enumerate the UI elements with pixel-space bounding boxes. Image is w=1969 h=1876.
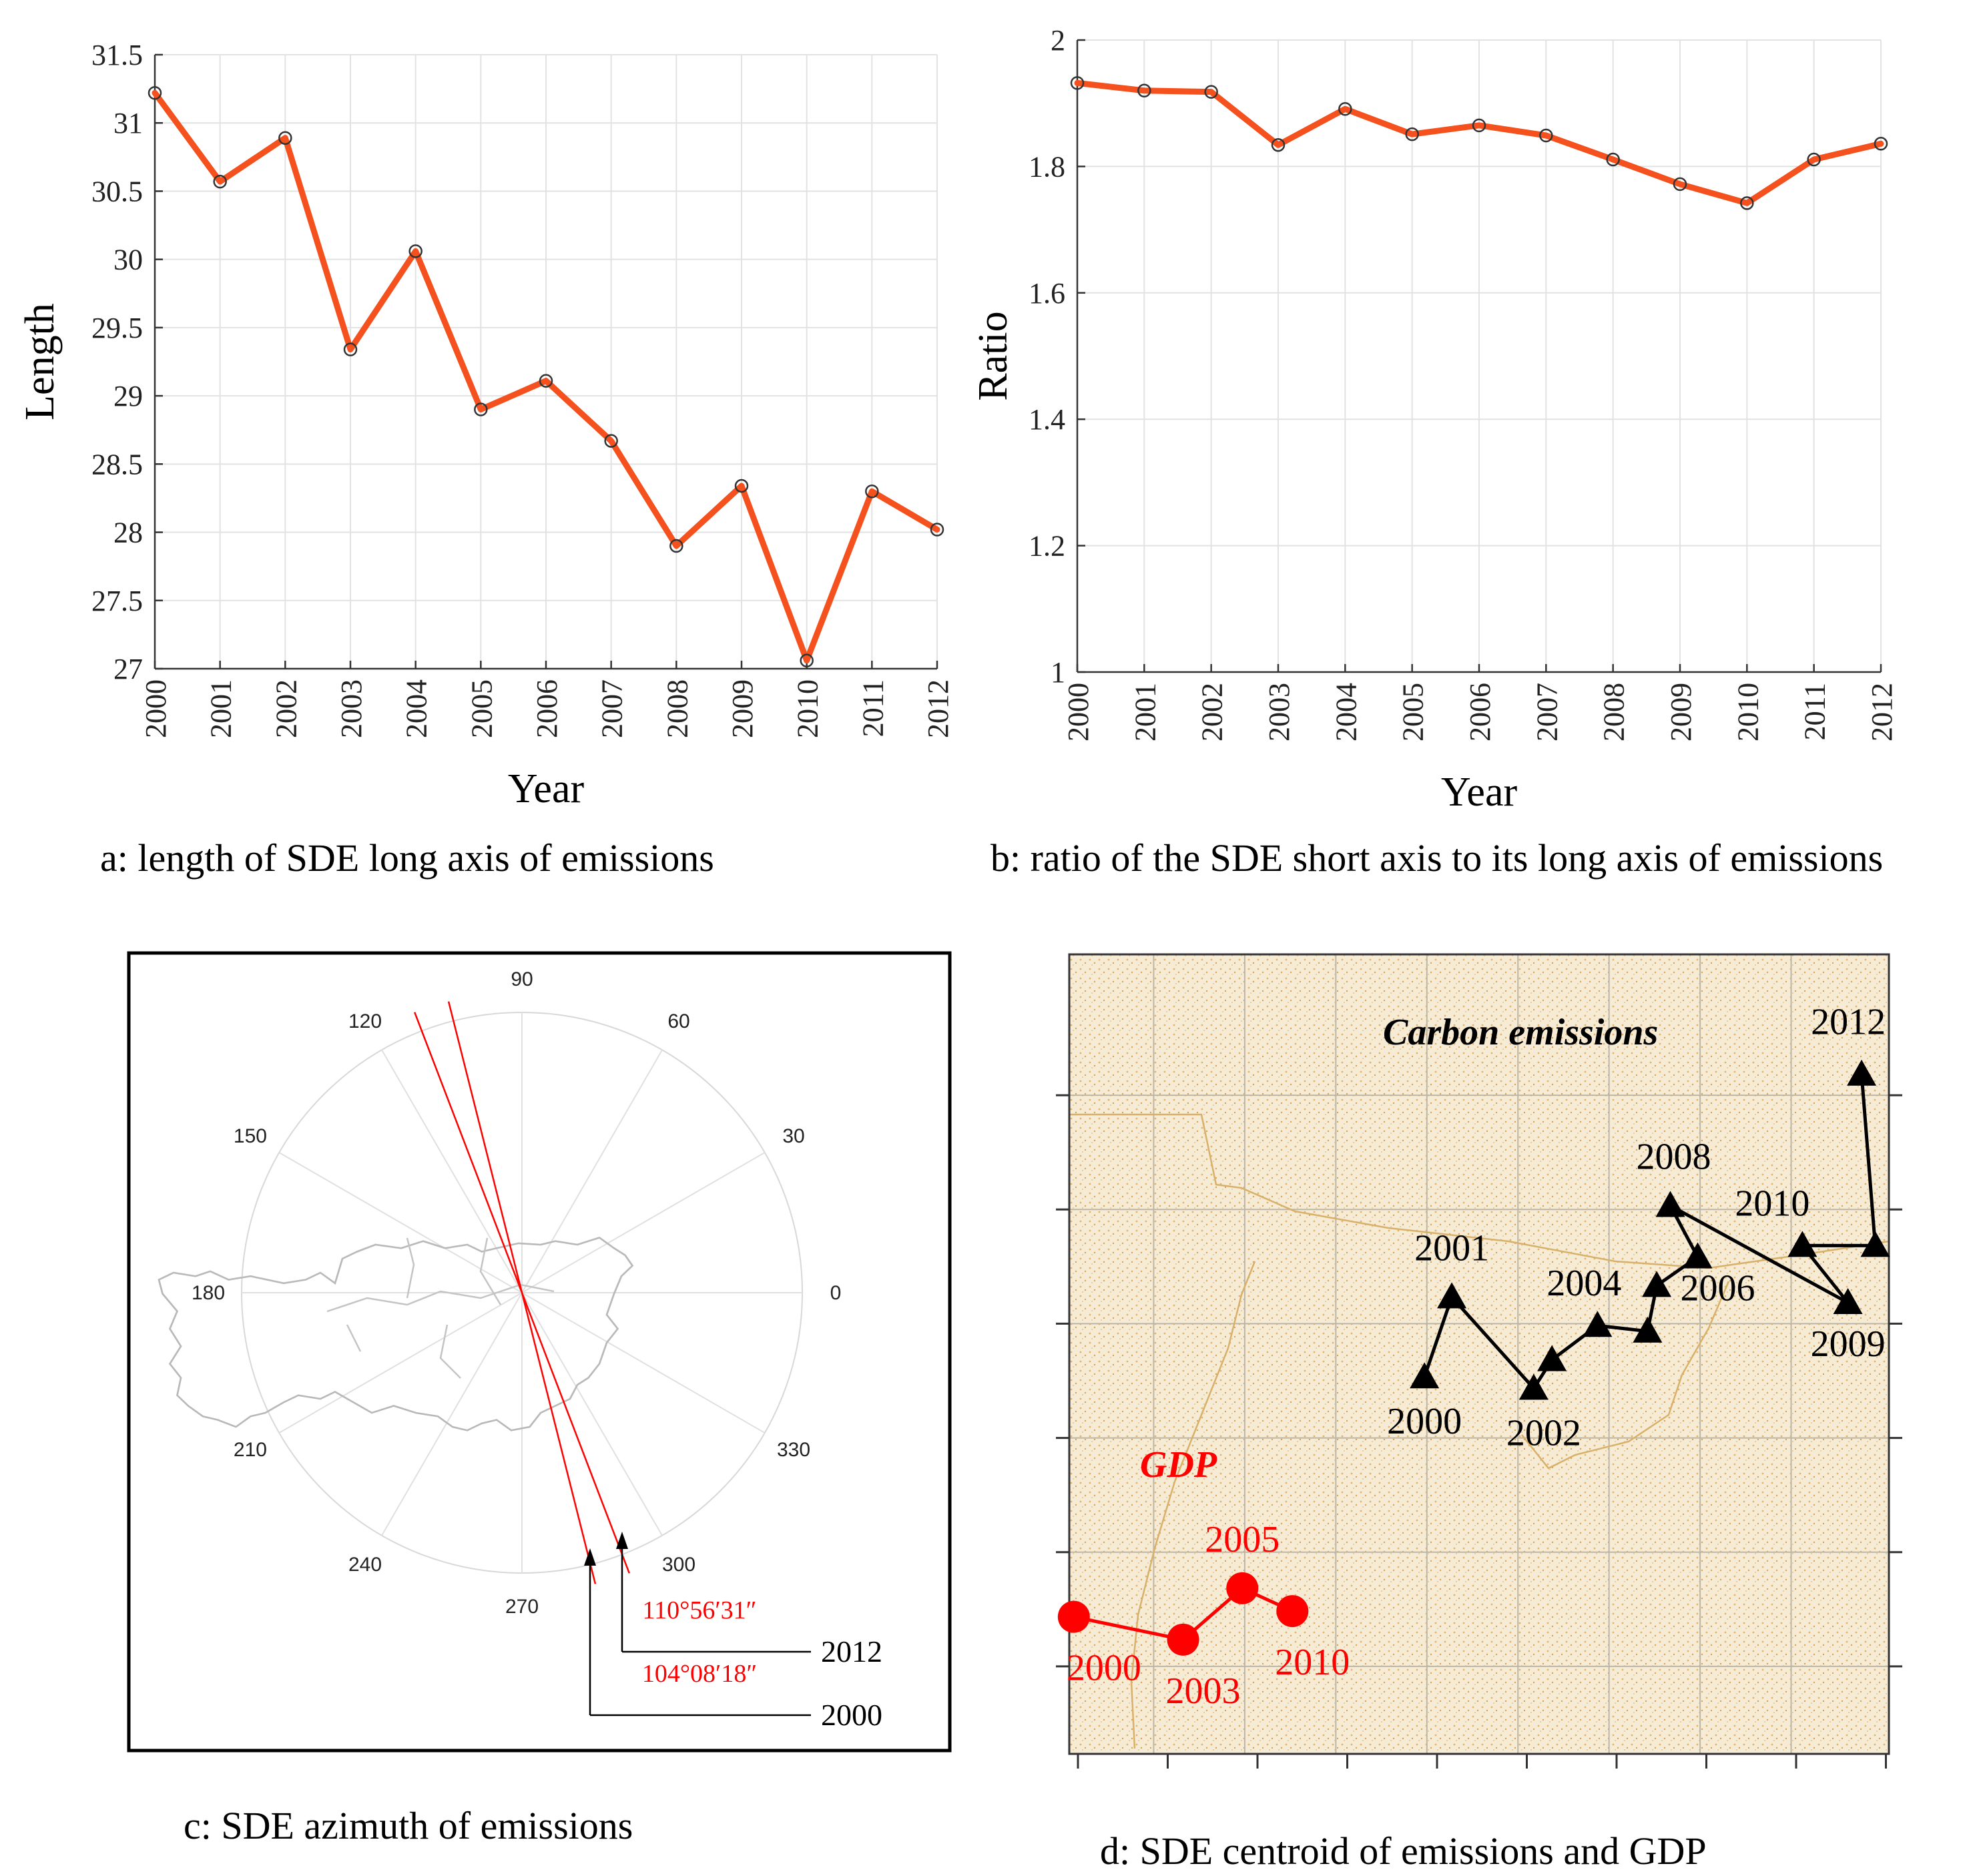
angle-label: 180 (192, 1282, 225, 1304)
y-tick-label: 31 (113, 107, 143, 139)
point-year-label: 2000 (1067, 1648, 1141, 1689)
angle-label: 300 (662, 1554, 695, 1576)
x-tick-label: 2005 (1397, 683, 1430, 741)
x-tick-label: 2004 (1330, 683, 1362, 741)
azimuth-angle-label: 104°08′18″ (642, 1660, 757, 1688)
point-year-label: 2010 (1735, 1183, 1809, 1224)
chart-b-ratio: 11.21.41.61.822000 2001 2002 2003 2004 2005 20… (961, 13, 1969, 828)
caption-c: c: SDE azimuth of emissions (184, 1803, 633, 1848)
series-name-gdp: GDP (1140, 1444, 1217, 1486)
x-tick-label: 2010 (1731, 683, 1764, 741)
x-tick-label: 2002 (270, 679, 302, 738)
y-axis-label: Length (17, 303, 63, 420)
y-tick-label: 30.5 (91, 175, 143, 208)
y-tick-label: 1.6 (1029, 277, 1065, 310)
y-tick-label: 2 (1051, 24, 1065, 57)
x-axis-label: Year (508, 766, 585, 812)
caption-b: b: ratio of the SDE short axis to its lo… (991, 836, 1883, 880)
y-axis-label: Ratio (970, 311, 1016, 400)
x-tick-label: 2003 (335, 679, 368, 738)
x-tick-label: 2007 (1530, 683, 1563, 741)
chart-c-azimuth: 0 30 60 90 120 150 180 210 240 270 300 330 110°56′31… (127, 951, 954, 1755)
centroid-marker-circle (1167, 1624, 1199, 1656)
x-tick-label: 2010 (792, 679, 824, 738)
x-tick-label: 2012 (922, 679, 954, 738)
x-tick-label: 2006 (1464, 683, 1496, 741)
point-year-label: 2001 (1414, 1227, 1489, 1269)
point-year-label: 2006 (1680, 1268, 1755, 1309)
x-tick-label: 2005 (465, 679, 498, 738)
y-tick-label: 29 (113, 380, 143, 412)
point-year-label: 2005 (1205, 1519, 1280, 1560)
angle-label: 330 (777, 1439, 810, 1461)
azimuth-year-label: 2012 (821, 1634, 882, 1668)
y-tick-label: 28 (113, 517, 143, 549)
x-tick-label: 2003 (1263, 683, 1296, 741)
x-tick-label: 2002 (1196, 683, 1229, 741)
x-tick-label: 2007 (596, 679, 629, 738)
y-tick-label: 27.5 (91, 585, 143, 617)
x-tick-label: 2009 (1665, 683, 1697, 741)
azimuth-year-label: 2000 (821, 1698, 882, 1732)
y-tick-label: 29.5 (91, 312, 143, 344)
x-tick-label: 2008 (1598, 683, 1631, 741)
x-tick-label: 2000 (1062, 683, 1095, 741)
y-tick-label: 1.4 (1029, 403, 1065, 436)
y-tick-label: 31.5 (91, 39, 143, 71)
angle-label: 60 (667, 1010, 689, 1032)
caption-a: a: length of SDE long axis of emissions (100, 836, 714, 880)
y-tick-label: 1.2 (1029, 530, 1065, 563)
point-year-label: 2008 (1637, 1137, 1711, 1178)
x-tick-label: 2006 (531, 679, 563, 738)
centroid-marker-circle (1276, 1595, 1308, 1627)
angle-label: 0 (830, 1282, 842, 1304)
x-tick-label: 2011 (856, 679, 889, 737)
centroid-marker-circle (1226, 1572, 1258, 1604)
centroid-marker-circle (1058, 1601, 1090, 1633)
y-tick-label: 28.5 (91, 448, 143, 481)
x-tick-label: 2001 (205, 679, 238, 738)
point-year-label: 2010 (1275, 1642, 1350, 1683)
chart-a-length: 27 27.5 28 28.5 29 29.5 30 30.5 31 31.5 2000 2001 20… (0, 27, 974, 828)
chart-d-centroid: 2000 2001 2002 2004 2006 2008 2009 2010 2012 2000… (1041, 948, 1909, 1789)
point-year-label: 2000 (1387, 1401, 1462, 1442)
x-tick-label: 2008 (661, 679, 693, 738)
point-year-label: 2009 (1811, 1323, 1886, 1365)
angle-label: 240 (348, 1554, 382, 1576)
azimuth-angle-label: 110°56′31″ (643, 1596, 757, 1624)
angle-label: 150 (234, 1125, 267, 1147)
x-tick-label: 2011 (1799, 683, 1832, 740)
y-tick-label: 1.8 (1029, 150, 1065, 183)
y-tick-label: 27 (113, 653, 143, 685)
point-year-label: 2003 (1166, 1670, 1241, 1712)
angle-label: 270 (505, 1596, 539, 1618)
angle-label: 120 (348, 1010, 382, 1032)
point-year-label: 2012 (1811, 1002, 1886, 1043)
angle-label: 210 (234, 1439, 267, 1461)
series-name-carbon: Carbon emissions (1383, 1012, 1658, 1053)
y-tick-label: 30 (113, 244, 143, 276)
x-tick-label: 2009 (726, 679, 759, 738)
point-year-label: 2004 (1546, 1263, 1621, 1304)
x-tick-label: 2012 (1866, 683, 1898, 741)
angle-label: 90 (511, 968, 533, 990)
x-tick-label: 2000 (139, 679, 172, 738)
panel-frame (129, 953, 950, 1751)
x-tick-label: 2001 (1129, 683, 1161, 741)
angle-label: 30 (782, 1125, 804, 1147)
x-axis-label: Year (1441, 769, 1518, 815)
x-tick-label: 2004 (400, 679, 433, 738)
point-year-label: 2002 (1506, 1412, 1581, 1454)
caption-d: d: SDE centroid of emissions and GDP (1100, 1829, 1707, 1873)
